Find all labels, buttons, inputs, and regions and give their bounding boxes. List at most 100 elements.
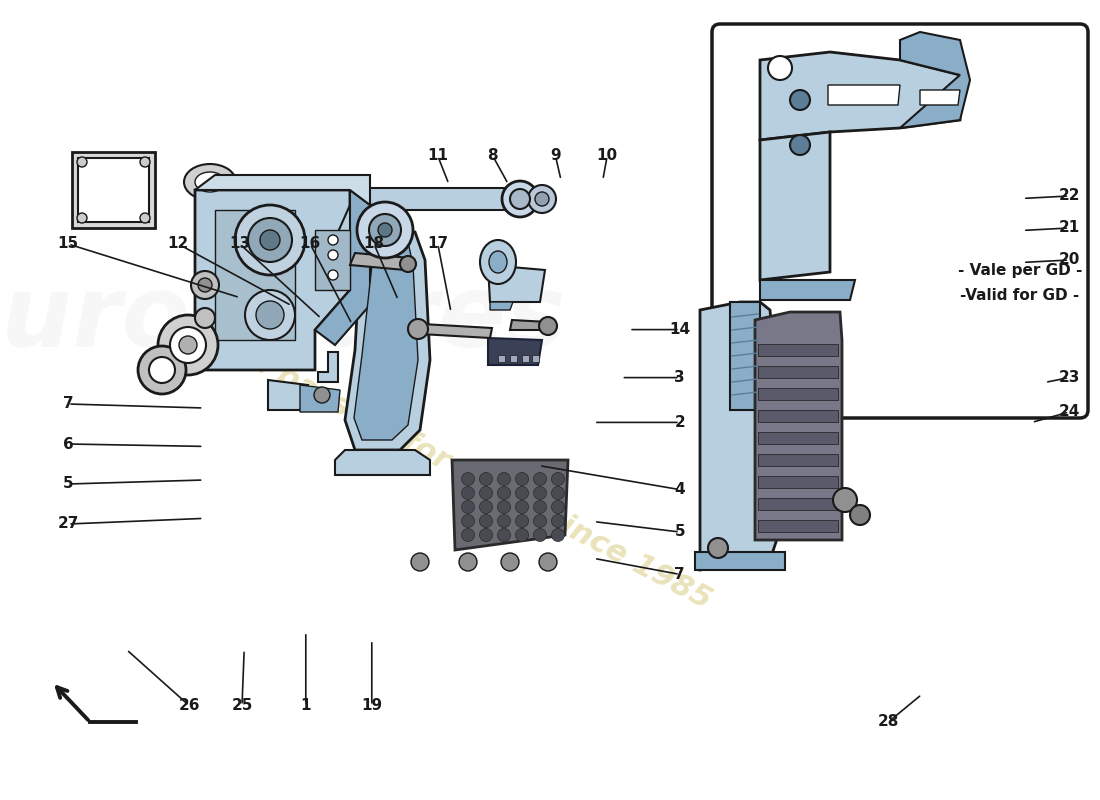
Text: 5: 5 xyxy=(674,525,685,539)
Polygon shape xyxy=(758,454,838,466)
Polygon shape xyxy=(758,366,838,378)
Ellipse shape xyxy=(480,501,493,514)
Polygon shape xyxy=(420,324,492,338)
Ellipse shape xyxy=(833,488,857,512)
Polygon shape xyxy=(300,385,340,412)
Ellipse shape xyxy=(528,185,556,213)
FancyBboxPatch shape xyxy=(712,24,1088,418)
Ellipse shape xyxy=(77,157,87,167)
Ellipse shape xyxy=(195,308,214,328)
Ellipse shape xyxy=(462,486,474,499)
Text: 10: 10 xyxy=(596,149,618,163)
Text: -Valid for GD -: -Valid for GD - xyxy=(960,287,1079,302)
Polygon shape xyxy=(760,280,855,300)
Ellipse shape xyxy=(850,505,870,525)
Polygon shape xyxy=(730,302,760,410)
Polygon shape xyxy=(195,175,370,205)
Polygon shape xyxy=(760,132,830,280)
Polygon shape xyxy=(214,210,295,340)
Ellipse shape xyxy=(497,501,510,514)
Text: 18: 18 xyxy=(363,237,385,251)
Polygon shape xyxy=(758,344,838,356)
Polygon shape xyxy=(488,265,544,302)
Polygon shape xyxy=(490,302,513,310)
Polygon shape xyxy=(195,190,350,370)
Text: 16: 16 xyxy=(299,237,321,251)
Polygon shape xyxy=(315,190,370,345)
Ellipse shape xyxy=(497,514,510,527)
Polygon shape xyxy=(452,460,568,550)
Ellipse shape xyxy=(245,290,295,340)
Text: eurospares: eurospares xyxy=(0,271,566,369)
Ellipse shape xyxy=(459,553,477,571)
Ellipse shape xyxy=(502,181,538,217)
Text: 4: 4 xyxy=(674,482,685,497)
Ellipse shape xyxy=(551,473,564,486)
Ellipse shape xyxy=(158,315,218,375)
Polygon shape xyxy=(336,450,430,475)
Polygon shape xyxy=(315,230,350,290)
Ellipse shape xyxy=(497,529,510,542)
Polygon shape xyxy=(510,355,517,362)
Polygon shape xyxy=(350,253,410,270)
Polygon shape xyxy=(700,302,780,570)
Ellipse shape xyxy=(534,514,547,527)
Polygon shape xyxy=(758,498,838,510)
Polygon shape xyxy=(758,388,838,400)
Ellipse shape xyxy=(516,473,528,486)
Ellipse shape xyxy=(314,387,330,403)
Text: 8: 8 xyxy=(487,149,498,163)
Polygon shape xyxy=(758,432,838,444)
Text: 20: 20 xyxy=(1058,253,1080,267)
Text: 12: 12 xyxy=(167,237,189,251)
Text: 9: 9 xyxy=(550,149,561,163)
Text: 27: 27 xyxy=(57,517,79,531)
Ellipse shape xyxy=(408,319,428,339)
Ellipse shape xyxy=(480,514,493,527)
Ellipse shape xyxy=(198,278,212,292)
Polygon shape xyxy=(338,205,395,232)
Polygon shape xyxy=(755,312,842,540)
Ellipse shape xyxy=(411,553,429,571)
Ellipse shape xyxy=(328,250,338,260)
Ellipse shape xyxy=(551,529,564,542)
Ellipse shape xyxy=(516,486,528,499)
Ellipse shape xyxy=(148,357,175,383)
Ellipse shape xyxy=(462,501,474,514)
Polygon shape xyxy=(758,476,838,488)
Ellipse shape xyxy=(790,135,810,155)
Polygon shape xyxy=(532,355,539,362)
Polygon shape xyxy=(318,352,338,382)
Polygon shape xyxy=(345,232,430,450)
Ellipse shape xyxy=(378,223,392,237)
Ellipse shape xyxy=(768,56,792,80)
Polygon shape xyxy=(510,320,548,330)
Ellipse shape xyxy=(170,327,206,363)
Ellipse shape xyxy=(480,486,493,499)
Text: 3: 3 xyxy=(674,370,685,385)
Text: 11: 11 xyxy=(427,149,449,163)
Ellipse shape xyxy=(534,501,547,514)
Ellipse shape xyxy=(248,218,292,262)
Text: 17: 17 xyxy=(427,237,449,251)
Polygon shape xyxy=(760,52,960,140)
Polygon shape xyxy=(920,90,960,105)
Ellipse shape xyxy=(539,553,557,571)
Polygon shape xyxy=(758,520,838,532)
Text: 7: 7 xyxy=(63,397,74,411)
Ellipse shape xyxy=(516,501,528,514)
Ellipse shape xyxy=(191,271,219,299)
Text: 2: 2 xyxy=(674,415,685,430)
Polygon shape xyxy=(900,32,970,128)
Text: 15: 15 xyxy=(57,237,79,251)
Ellipse shape xyxy=(534,529,547,542)
Ellipse shape xyxy=(497,486,510,499)
Ellipse shape xyxy=(480,529,493,542)
Ellipse shape xyxy=(328,235,338,245)
Ellipse shape xyxy=(480,240,516,284)
Polygon shape xyxy=(695,552,785,570)
Polygon shape xyxy=(758,410,838,422)
Text: 1: 1 xyxy=(300,698,311,713)
Text: 19: 19 xyxy=(361,698,383,713)
Ellipse shape xyxy=(534,473,547,486)
